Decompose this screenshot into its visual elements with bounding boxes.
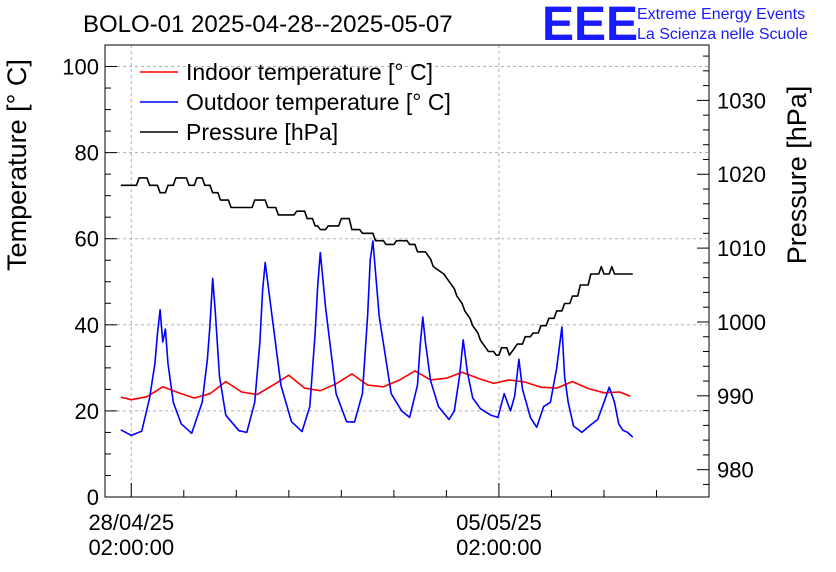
indoor-temperature-line xyxy=(120,370,631,401)
y-right-tick-label: 1030 xyxy=(717,88,766,113)
y-right-tick-label: 980 xyxy=(717,458,754,483)
eee-logo: EEE Extreme Energy Events La Scienza nel… xyxy=(542,0,808,51)
y-axis-left-title: Temperature [° C] xyxy=(2,59,32,271)
logo-line-2: La Scienza nelle Scuole xyxy=(637,26,808,43)
series-layer xyxy=(120,177,634,438)
y-right-tick-label: 1000 xyxy=(717,310,766,335)
y-left-tick-label: 0 xyxy=(87,485,99,510)
logo-line-1: Extreme Energy Events xyxy=(637,6,805,23)
y-right-tick-label: 1010 xyxy=(717,236,766,261)
y-left-tick-label: 20 xyxy=(75,399,99,424)
x-tick-label-time: 02:00:00 xyxy=(88,535,174,560)
legend-label-indoor: Indoor temperature [° C] xyxy=(186,59,433,85)
x-tick-label-time: 02:00:00 xyxy=(456,535,542,560)
y-axis-right-title: Pressure [hPa] xyxy=(782,86,812,265)
logo-letters: EEE xyxy=(542,0,638,51)
outdoor-temperature-line xyxy=(120,240,634,438)
y-right-tick-label: 990 xyxy=(717,384,754,409)
x-tick-label-date: 28/04/25 xyxy=(88,510,174,535)
y-right-tick-label: 1020 xyxy=(717,162,766,187)
y-left-tick-label: 60 xyxy=(75,227,99,252)
x-tick-label-date: 05/05/25 xyxy=(456,510,542,535)
y-left-tick-label: 40 xyxy=(75,313,99,338)
pressure-line xyxy=(120,177,633,357)
plot-frame xyxy=(104,44,710,498)
legend: Indoor temperature [° C] Outdoor tempera… xyxy=(140,59,451,145)
y-left-tick-label: 80 xyxy=(75,141,99,166)
y-left-tick-label: 100 xyxy=(62,55,99,80)
grid xyxy=(105,45,709,497)
axes: 0 20 40 60 80 100 980 990 1000 1010 1020 1030 28/04/… xyxy=(62,44,766,560)
legend-label-outdoor: Outdoor temperature [° C] xyxy=(186,89,451,115)
legend-label-pressure: Pressure [hPa] xyxy=(186,119,338,145)
chart-title: BOLO-01 2025-04-28--2025-05-07 xyxy=(83,11,453,38)
